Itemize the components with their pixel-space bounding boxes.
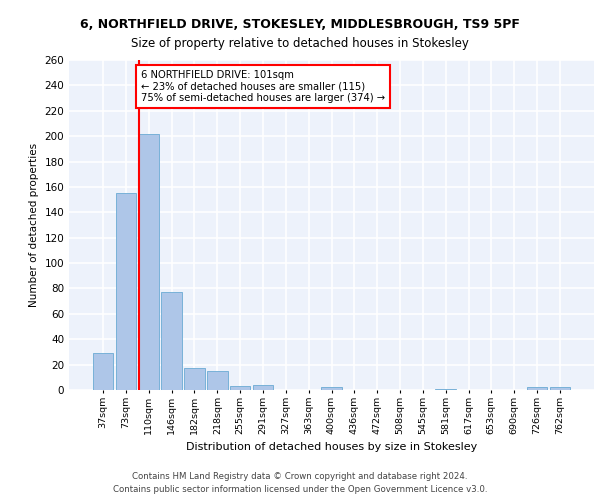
Bar: [184, 368, 205, 390]
Bar: [139, 134, 159, 390]
Bar: [207, 371, 227, 390]
Text: 6, NORTHFIELD DRIVE, STOKESLEY, MIDDLESBROUGH, TS9 5PF: 6, NORTHFIELD DRIVE, STOKESLEY, MIDDLESB…: [80, 18, 520, 30]
Bar: [116, 194, 136, 390]
Bar: [93, 353, 113, 390]
Bar: [230, 386, 250, 390]
X-axis label: Distribution of detached houses by size in Stokesley: Distribution of detached houses by size …: [186, 442, 477, 452]
Bar: [550, 388, 570, 390]
Bar: [527, 388, 547, 390]
Bar: [321, 388, 342, 390]
Text: Size of property relative to detached houses in Stokesley: Size of property relative to detached ho…: [131, 38, 469, 51]
Bar: [436, 388, 456, 390]
Bar: [161, 292, 182, 390]
Bar: [253, 385, 273, 390]
Text: Contains public sector information licensed under the Open Government Licence v3: Contains public sector information licen…: [113, 485, 487, 494]
Text: 6 NORTHFIELD DRIVE: 101sqm
← 23% of detached houses are smaller (115)
75% of sem: 6 NORTHFIELD DRIVE: 101sqm ← 23% of deta…: [141, 70, 385, 103]
Text: Contains HM Land Registry data © Crown copyright and database right 2024.: Contains HM Land Registry data © Crown c…: [132, 472, 468, 481]
Y-axis label: Number of detached properties: Number of detached properties: [29, 143, 39, 307]
